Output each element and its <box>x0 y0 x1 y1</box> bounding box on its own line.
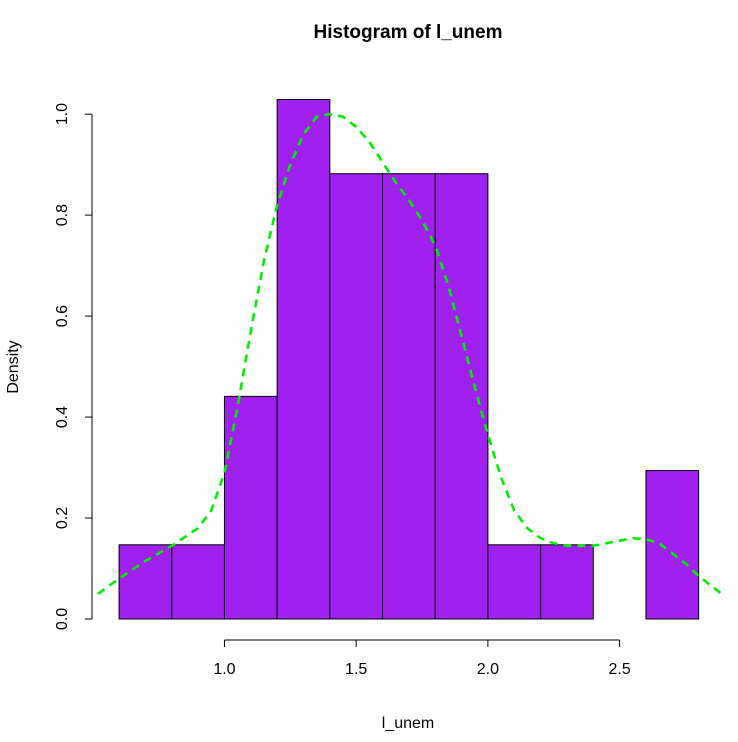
histogram-bar-4 <box>276 99 331 620</box>
histogram-bar-7 <box>434 173 489 620</box>
histogram-bar-2 <box>171 544 225 620</box>
x-tick-label: 2.0 <box>477 661 499 678</box>
y-axis-label: Density <box>5 340 22 393</box>
histogram-bar-11 <box>645 470 700 620</box>
y-tick-label: 0.8 <box>54 204 71 226</box>
histogram-bars <box>118 99 700 620</box>
y-tick-label: 0.0 <box>54 608 71 630</box>
x-tick-label: 1.0 <box>213 661 235 678</box>
y-tick-label: 0.4 <box>54 406 71 428</box>
x-axis-label: l_unem <box>382 715 434 732</box>
y-tick-label: 0.6 <box>54 305 71 327</box>
density-curve-line <box>97 112 726 598</box>
histogram-bar-9 <box>540 544 594 620</box>
x-tick-label: 2.5 <box>608 661 630 678</box>
histogram-bar-3 <box>223 395 278 620</box>
histogram-bar-5 <box>329 173 384 620</box>
y-tick-label: 1.0 <box>54 103 71 125</box>
histogram-bar-6 <box>382 173 436 620</box>
x-tick-label: 1.5 <box>345 661 367 678</box>
y-axis: 0.0 0.2 0.4 0.6 0.8 1.0 <box>54 103 93 630</box>
chart-title: Histogram of l_unem <box>314 22 503 43</box>
y-tick-label: 0.2 <box>54 507 71 529</box>
histogram-bar-1 <box>118 544 173 620</box>
x-axis: 1.0 1.5 2.0 2.5 <box>213 639 631 678</box>
histogram-bar-8 <box>487 544 542 620</box>
